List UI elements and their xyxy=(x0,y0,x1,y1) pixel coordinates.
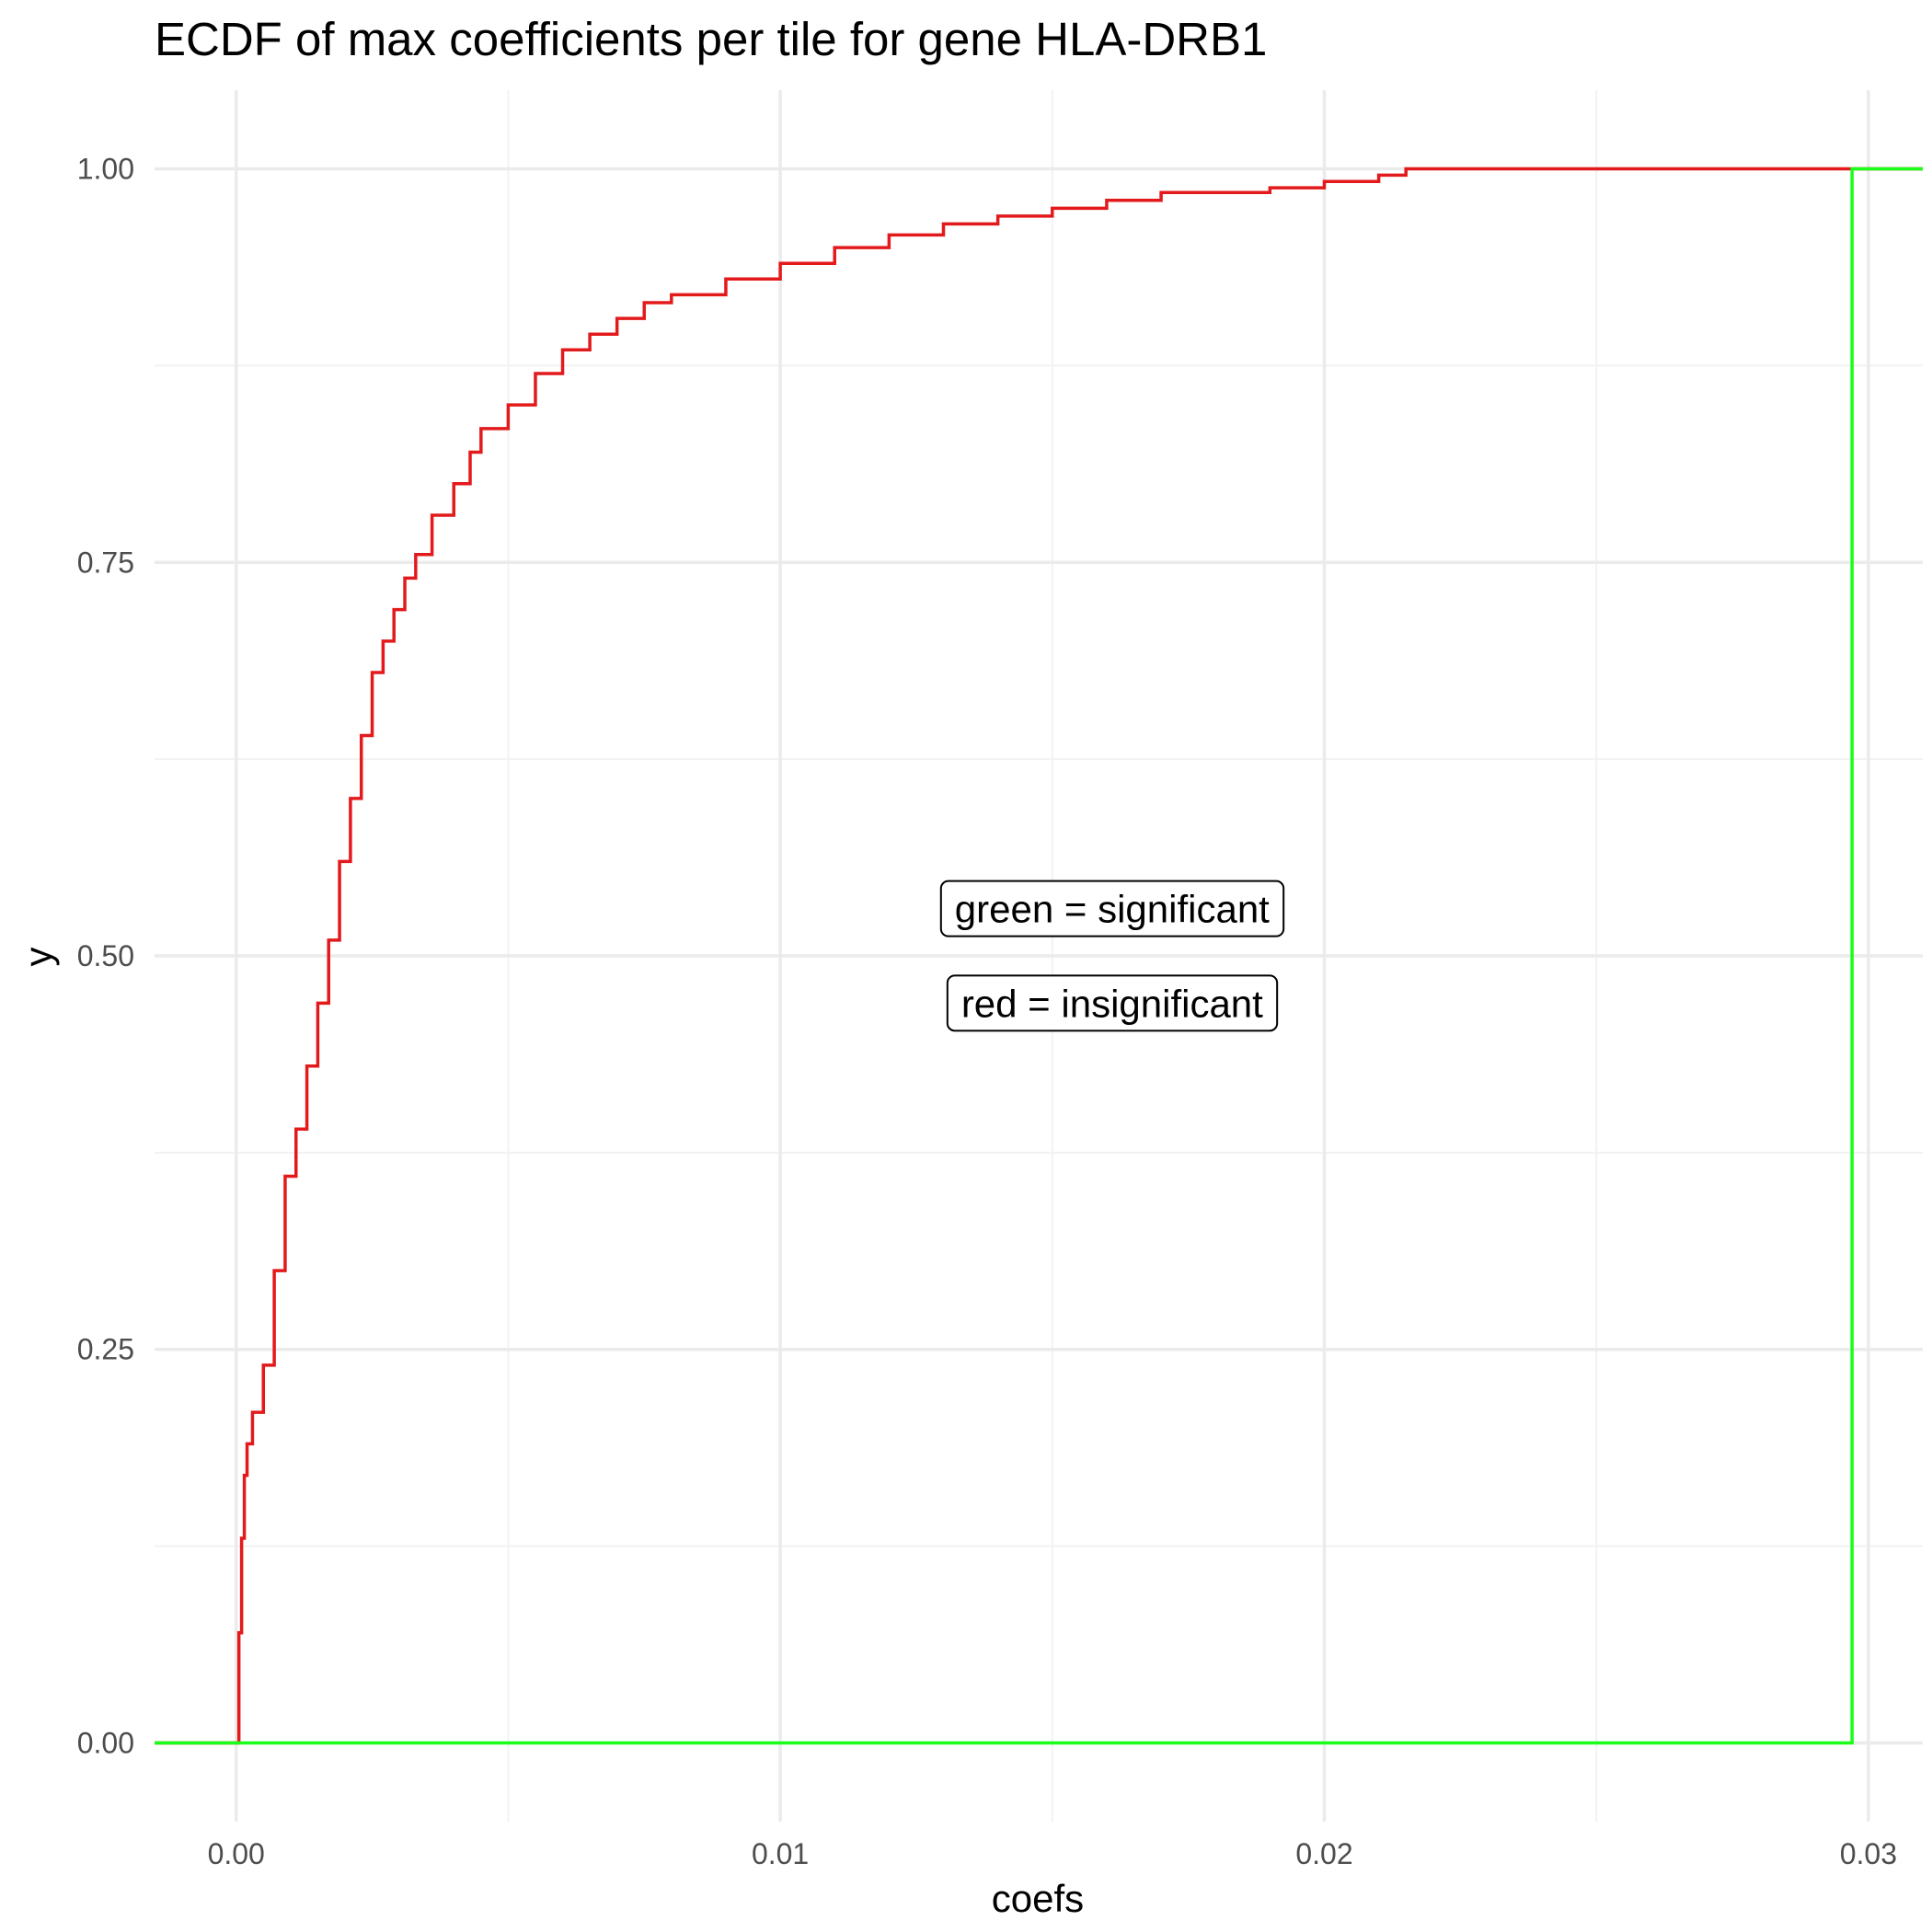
grid xyxy=(155,90,1923,1822)
x-tick-label: 0.00 xyxy=(208,1837,265,1870)
x-tick-label: 0.01 xyxy=(752,1837,809,1870)
annotation-text: red = insignificant xyxy=(961,982,1263,1025)
series-layer xyxy=(155,167,1923,1745)
annotation-box xyxy=(946,974,1279,1032)
annotations: green = significant red = insignificant xyxy=(939,880,1285,1032)
x-axis-ticks: 0.00 0.01 0.02 0.03 xyxy=(208,1837,1897,1870)
annotation-text: green = significant xyxy=(955,888,1270,931)
annotation-label: green = significant xyxy=(939,880,1285,937)
x-tick-label: 0.02 xyxy=(1295,1837,1352,1870)
series-line-insignificant xyxy=(155,167,1923,1745)
x-axis-title: coefs xyxy=(992,1877,1084,1920)
series-line-significant xyxy=(155,167,1923,1745)
y-tick-label: 0.25 xyxy=(77,1333,134,1366)
y-axis-title: y xyxy=(17,948,60,967)
y-tick-label: 1.00 xyxy=(77,153,134,186)
y-axis-ticks: 0.00 0.25 0.50 0.75 1.00 xyxy=(77,153,134,1760)
y-tick-label: 0.00 xyxy=(77,1726,134,1759)
y-tick-label: 0.50 xyxy=(77,939,134,972)
chart-title: ECDF of max coefficients per tile for ge… xyxy=(155,13,1267,65)
x-tick-label: 0.03 xyxy=(1840,1837,1897,1870)
y-tick-label: 0.75 xyxy=(77,546,134,579)
annotation-box xyxy=(939,880,1285,937)
annotation-label: red = insignificant xyxy=(946,974,1279,1032)
